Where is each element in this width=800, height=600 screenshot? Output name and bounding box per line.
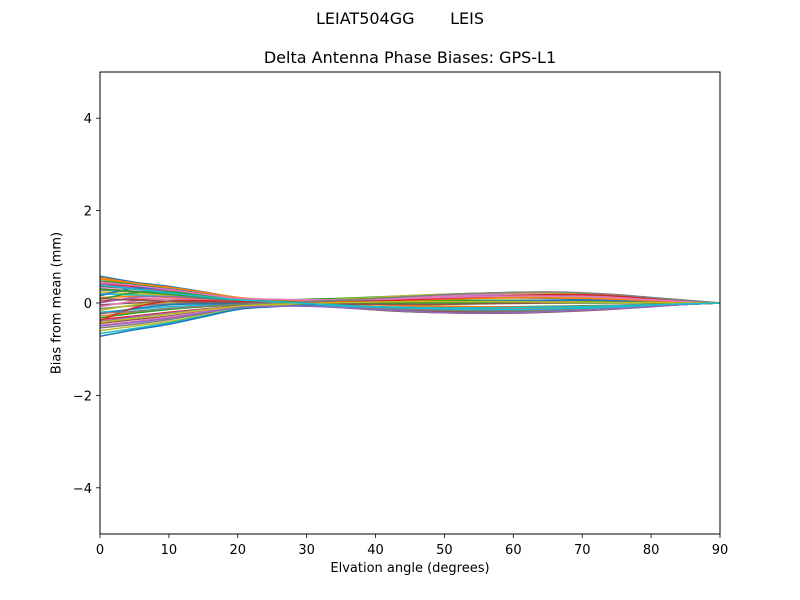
x-tick-label: 70	[574, 543, 591, 558]
y-axis-ticks: −4 −2 0 2 4	[73, 112, 100, 497]
data-series-group	[99, 275, 721, 337]
x-tick-label: 50	[436, 543, 453, 558]
x-tick-label: 20	[230, 543, 247, 558]
y-tick-label: 0	[84, 297, 92, 312]
data-series-line	[99, 293, 721, 322]
y-tick-label: −4	[73, 482, 92, 497]
chart-title: Delta Antenna Phase Biases: GPS-L1	[263, 48, 557, 67]
data-series-line	[99, 302, 721, 327]
y-tick-label: 2	[84, 205, 92, 220]
x-axis-label: Elvation angle (degrees)	[330, 561, 490, 576]
x-axis-ticks: 0 10 20 30 40 50 60 70 80 90	[96, 534, 728, 558]
data-series-line	[99, 300, 721, 324]
x-tick-label: 0	[96, 543, 104, 558]
y-tick-label: 4	[84, 112, 92, 127]
x-tick-label: 10	[161, 543, 178, 558]
x-tick-label: 80	[643, 543, 660, 558]
data-series-line	[99, 291, 721, 314]
data-series-line	[99, 281, 721, 304]
data-series-line	[99, 284, 721, 309]
x-tick-label: 30	[298, 543, 315, 558]
x-tick-label: 40	[367, 543, 384, 558]
figure-suptitle: LEIAT504GG LEIS	[315, 9, 485, 28]
y-tick-label: −2	[73, 389, 92, 404]
x-tick-label: 90	[712, 543, 729, 558]
x-tick-label: 60	[505, 543, 522, 558]
